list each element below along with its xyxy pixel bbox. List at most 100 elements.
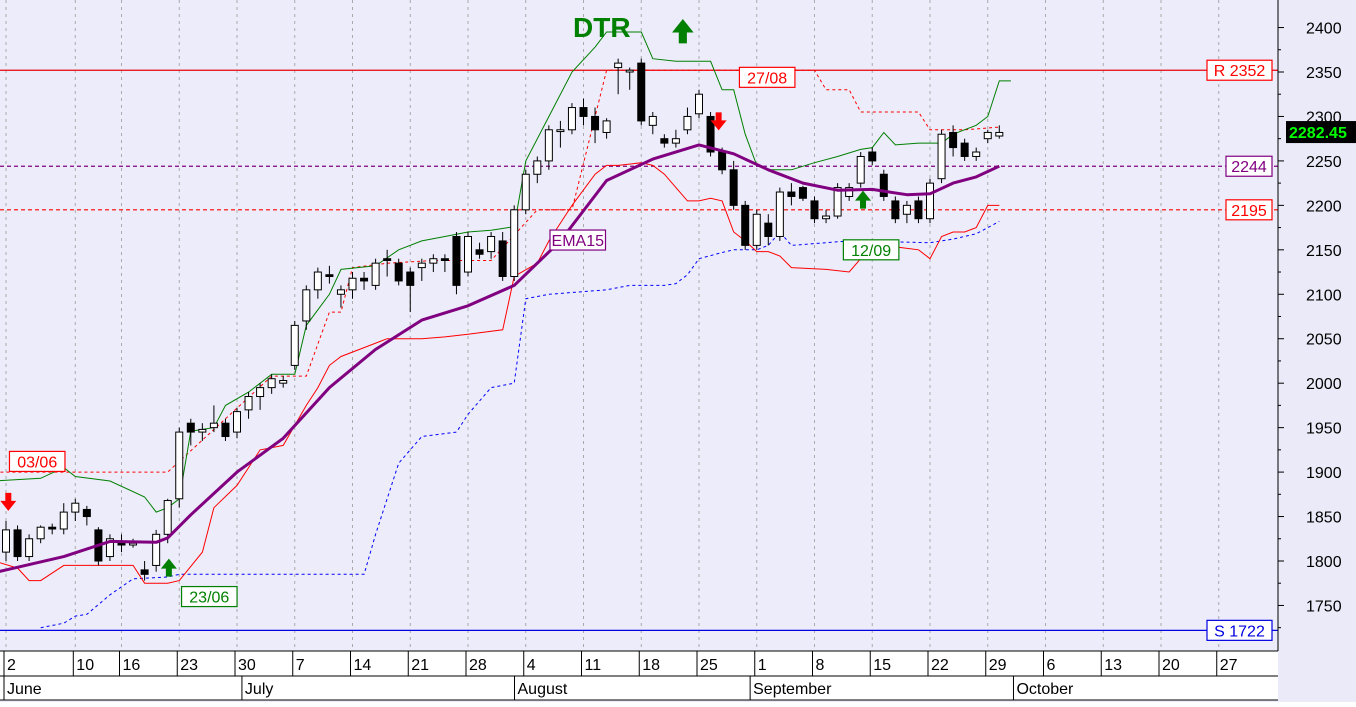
candle-body [325,274,334,277]
x-tick-label: 14 [354,657,372,674]
month-label: October [1016,681,1074,698]
candle-body [429,258,438,264]
candle [914,196,923,224]
candle [360,272,369,290]
candle [221,418,230,441]
x-tick-label: 16 [123,657,141,674]
candle [371,258,380,290]
candle-body [833,187,842,217]
candle [175,427,184,508]
candle [995,125,1004,139]
candle [533,156,542,184]
candle-body [25,538,34,558]
candle-body [360,277,369,282]
plot-layer [0,31,1278,631]
candle-body [983,131,992,140]
chart-title: DTR [573,12,631,43]
candle [140,561,149,581]
resistance-tag [1206,59,1273,81]
candle [336,285,345,308]
ema_level-tag [1225,155,1273,177]
candle-body [175,431,184,500]
last-price-tag [1286,121,1356,144]
candle-body [336,289,345,295]
candle-body [129,542,138,546]
candle-body [105,538,114,558]
candle-body [198,428,207,433]
sell-arrow-icon [0,492,17,511]
annotation-box [549,229,607,251]
candle-body [417,262,426,269]
annotation-label: 23/06 [189,590,229,607]
y-tick-label: 2350 [1306,65,1342,82]
lower-channel-line [0,162,1000,584]
candle-body [683,115,692,131]
candle-body [48,526,57,530]
x-tick-label: 2 [7,657,16,674]
candle-body [464,235,472,273]
candle-body [475,249,484,255]
candle-body [36,526,45,540]
y-tick-label: 1750 [1306,598,1342,615]
candle [267,374,276,394]
candle [152,529,161,572]
x-tick-label: 7 [296,657,305,674]
candle [729,160,738,210]
y-tick-label: 2100 [1306,287,1342,304]
candle [625,67,634,90]
candle-body [787,191,796,197]
support-tag-label: S 1722 [1214,623,1265,640]
x-tick-label: 11 [585,657,602,674]
x-tick-label: 20 [1162,657,1180,674]
x-axis-months [0,676,1278,700]
candle-body [71,502,80,513]
candle [325,265,334,284]
candle [879,169,888,201]
candle-body [256,387,265,398]
y-tick-label: 2000 [1306,376,1342,393]
ema_level-tag-label: 2244 [1231,159,1267,176]
candle-body [764,222,773,237]
candle [71,498,80,521]
candle [279,376,288,388]
annotation-box [8,450,66,473]
candle [810,196,819,224]
candle [256,383,265,410]
candle [579,98,588,126]
candle [394,258,403,286]
candle-body [868,151,877,162]
candle-body [960,142,969,157]
candle-body [221,422,230,438]
candle-body [706,115,715,153]
x-tick-label: 4 [527,657,536,674]
candle-body [625,69,634,73]
candle-body [279,380,288,384]
candle-body [348,277,357,291]
candle [487,232,496,259]
candle [186,418,195,446]
candle [741,200,750,250]
candle [937,129,946,184]
candle-body [209,422,218,429]
candle-body [487,235,496,253]
candle [383,249,392,277]
candle-body [845,187,854,197]
candle [36,525,45,544]
candle-body [233,411,241,433]
candle-body [798,187,807,199]
candle [695,89,703,119]
buy-arrow-icon [160,558,177,577]
candle-body [521,173,530,211]
y-tick-label: 1850 [1306,510,1342,527]
annotation-label: 27/08 [747,70,787,87]
x-tick-label: 25 [700,657,718,674]
x-tick-label: 6 [1047,657,1056,674]
resistance-tag-label: R 2352 [1214,63,1266,80]
y-tick-label: 1950 [1306,421,1342,438]
candle [464,232,472,277]
x-tick-label: 29 [989,657,1007,674]
candle-body [671,138,680,144]
candle [48,523,57,535]
candle-body [822,215,831,220]
